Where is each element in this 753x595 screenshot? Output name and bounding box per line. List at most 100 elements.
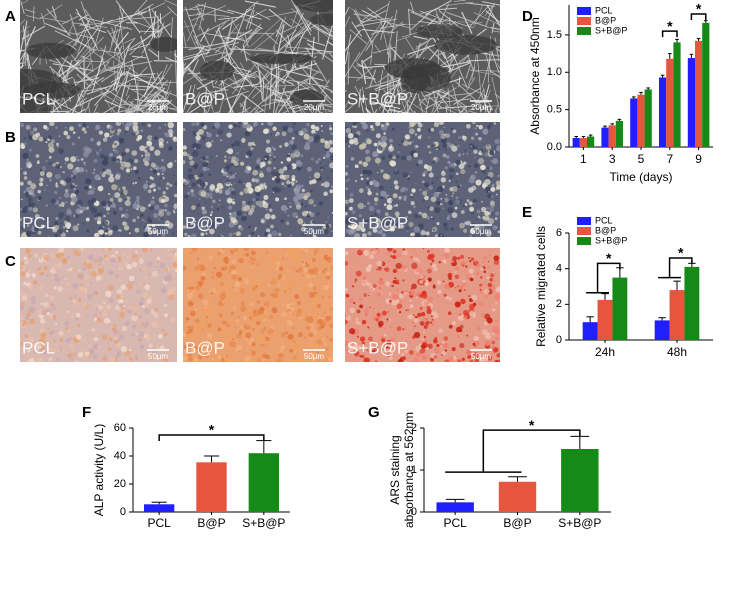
- speck: [185, 317, 190, 321]
- speck: [348, 321, 350, 324]
- speck: [420, 312, 426, 317]
- fiber: [183, 68, 205, 85]
- error-bar: [581, 136, 586, 139]
- fiber: [188, 13, 201, 17]
- speck: [247, 225, 252, 229]
- speck: [295, 184, 302, 191]
- speck: [163, 303, 168, 308]
- speck: [168, 161, 173, 166]
- speck: [306, 325, 311, 331]
- speck: [48, 155, 52, 159]
- speck: [21, 198, 23, 201]
- speck: [164, 267, 169, 272]
- speck: [300, 154, 304, 158]
- speck: [396, 253, 401, 258]
- speck: [141, 219, 144, 222]
- speck: [368, 336, 373, 342]
- speck: [209, 347, 213, 351]
- speck: [495, 302, 498, 305]
- speck: [474, 358, 479, 362]
- speck: [352, 122, 357, 126]
- speck: [112, 327, 116, 332]
- speck: [292, 122, 297, 126]
- speck: [74, 189, 80, 195]
- speck: [492, 158, 499, 165]
- speck: [322, 228, 329, 235]
- speck: [347, 132, 354, 139]
- speck: [148, 178, 150, 181]
- speck: [377, 163, 380, 166]
- speck: [269, 208, 273, 212]
- speck: [105, 168, 112, 175]
- speck: [438, 261, 442, 264]
- fiber: [113, 31, 129, 51]
- speck: [416, 122, 421, 125]
- speck: [371, 127, 375, 132]
- speck: [25, 230, 32, 237]
- panel-letter: E: [522, 204, 532, 221]
- speck: [292, 126, 294, 128]
- speck: [415, 163, 419, 167]
- speck: [228, 187, 230, 190]
- speck: [39, 322, 41, 324]
- speck: [100, 200, 107, 207]
- legend-label: PCL: [595, 215, 613, 225]
- speck: [184, 232, 188, 236]
- speck: [479, 152, 483, 156]
- speck: [263, 327, 267, 330]
- speck: [367, 190, 372, 196]
- y-tick-label: 1.5: [547, 29, 562, 41]
- speck: [370, 288, 373, 290]
- speck: [252, 122, 258, 128]
- speck: [330, 132, 333, 136]
- fiber: [111, 27, 124, 61]
- speck: [242, 122, 249, 125]
- speck: [405, 339, 408, 342]
- fiber: [137, 9, 155, 31]
- speck: [383, 203, 387, 206]
- speck: [330, 307, 333, 311]
- bar: [143, 504, 175, 512]
- speck: [382, 221, 386, 225]
- bar: [196, 462, 227, 512]
- speck: [191, 217, 196, 221]
- speck: [138, 331, 145, 338]
- fiber: [430, 20, 447, 23]
- speck: [311, 220, 316, 224]
- fiber: [352, 65, 364, 77]
- speck: [468, 257, 471, 260]
- x-tick-label: PCL: [147, 516, 171, 530]
- speck: [200, 232, 205, 237]
- speck: [38, 285, 43, 291]
- speck: [92, 328, 96, 332]
- speck: [114, 174, 121, 180]
- speck: [77, 199, 83, 206]
- fiber: [469, 5, 490, 27]
- speck: [303, 144, 311, 151]
- speck: [442, 153, 447, 158]
- speck: [377, 145, 383, 151]
- error-bar: [603, 125, 607, 128]
- fiber: [140, 35, 156, 81]
- speck: [427, 145, 431, 149]
- speck: [462, 204, 466, 208]
- speck: [492, 308, 496, 312]
- speck: [233, 182, 236, 185]
- speck: [225, 333, 232, 340]
- speck: [302, 333, 305, 336]
- speck: [246, 123, 251, 129]
- speck: [415, 254, 418, 256]
- speck: [451, 195, 454, 197]
- speck: [217, 251, 222, 256]
- speck: [128, 350, 132, 354]
- speck: [98, 263, 102, 266]
- x-tick-label: 9: [695, 152, 702, 166]
- speck: [55, 264, 62, 271]
- speck: [31, 193, 36, 197]
- speck: [174, 193, 177, 198]
- fiber: [382, 102, 402, 105]
- speck: [131, 333, 135, 337]
- speck: [157, 186, 162, 191]
- speck: [55, 183, 58, 186]
- speck: [425, 279, 429, 283]
